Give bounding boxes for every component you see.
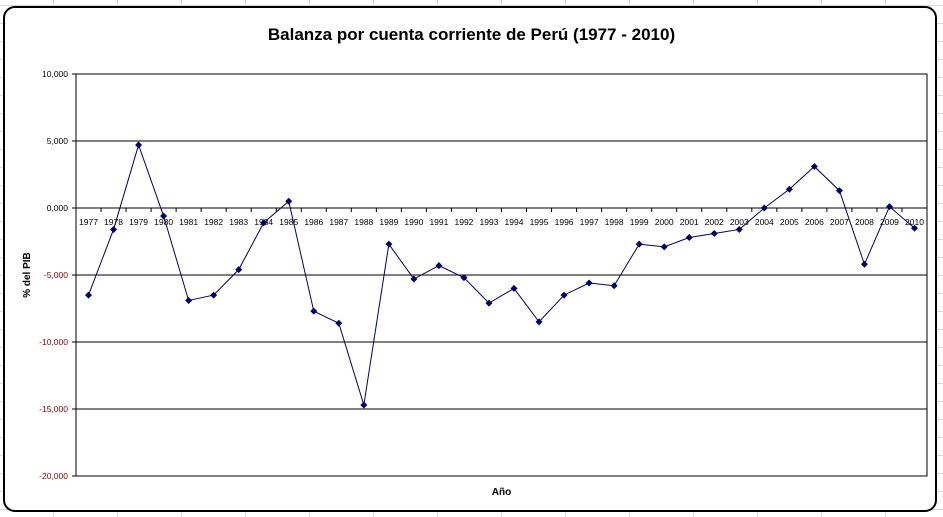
data-point xyxy=(835,187,843,195)
x-tick-label: 2008 xyxy=(855,217,874,227)
data-point xyxy=(810,162,818,170)
data-point xyxy=(435,262,443,270)
data-point xyxy=(560,291,568,299)
x-tick-label: 2007 xyxy=(830,217,849,227)
x-tick-label: 1985 xyxy=(279,217,298,227)
x-tick-label: 1997 xyxy=(580,217,599,227)
x-tick-label: 2004 xyxy=(755,217,774,227)
data-point xyxy=(185,296,193,304)
x-tick-label: 1989 xyxy=(379,217,398,227)
x-tick-label: 1999 xyxy=(630,217,649,227)
x-tick-label: 1994 xyxy=(505,217,524,227)
y-tick-label: 5,000 xyxy=(47,136,69,146)
data-point xyxy=(710,229,718,237)
series-markers xyxy=(85,141,918,409)
x-tick-label: 1995 xyxy=(530,217,549,227)
y-tick-label: -15,000 xyxy=(39,404,68,414)
chart-title: Balanza por cuenta corriente de Perú (19… xyxy=(267,25,676,44)
data-point xyxy=(510,284,518,292)
x-tick-label: 2001 xyxy=(680,217,699,227)
y-tick-label: -5,000 xyxy=(44,270,68,280)
x-tick-label: 2000 xyxy=(655,217,674,227)
data-point xyxy=(885,203,893,211)
x-tick-label: 1978 xyxy=(104,217,123,227)
x-tick-label: 1986 xyxy=(304,217,323,227)
data-point xyxy=(160,212,168,220)
x-tick-label: 2003 xyxy=(730,217,749,227)
data-point xyxy=(235,266,243,274)
x-tick-label: 1991 xyxy=(429,217,448,227)
x-tick-label: 1993 xyxy=(480,217,499,227)
y-axis-label: % del PIB xyxy=(22,252,33,298)
data-point xyxy=(335,319,343,327)
y-tick-label: 10,000 xyxy=(42,69,68,79)
y-tick-label: -10,000 xyxy=(39,337,68,347)
x-tick-label: 1987 xyxy=(329,217,348,227)
data-point xyxy=(735,225,743,233)
data-point xyxy=(460,274,468,282)
data-point xyxy=(860,260,868,268)
x-tick-label: 2009 xyxy=(880,217,899,227)
y-axis-ticks: 10,000 5,000 0,000 -5,000 -10,000 -15,000 -20,… xyxy=(39,69,76,481)
data-point xyxy=(585,279,593,287)
data-point xyxy=(310,307,318,315)
data-point xyxy=(85,291,93,299)
x-tick-label: 2002 xyxy=(705,217,724,227)
data-point xyxy=(485,299,493,307)
x-tick-label: 1992 xyxy=(454,217,473,227)
x-tick-label: 1977 xyxy=(79,217,98,227)
x-tick-label: 1990 xyxy=(404,217,423,227)
data-point xyxy=(785,185,793,193)
x-tick-label: 1981 xyxy=(179,217,198,227)
x-tick-label: 2005 xyxy=(780,217,799,227)
x-tick-label: 2010 xyxy=(905,217,924,227)
data-point xyxy=(110,225,118,233)
x-tick-label: 1982 xyxy=(204,217,223,227)
x-axis-label: Año xyxy=(492,487,511,498)
data-point xyxy=(910,224,918,232)
x-tick-label: 1979 xyxy=(129,217,148,227)
data-point xyxy=(535,318,543,326)
series-line xyxy=(88,143,915,406)
data-point xyxy=(360,401,368,409)
y-tick-label: 0,000 xyxy=(47,203,69,213)
x-tick-label: 1980 xyxy=(154,217,173,227)
x-tick-label: 1988 xyxy=(354,217,373,227)
y-tick-label: -20,000 xyxy=(39,471,68,481)
data-point xyxy=(685,233,693,241)
data-point xyxy=(385,240,393,248)
data-point xyxy=(635,240,643,248)
x-tick-label: 1996 xyxy=(555,217,574,227)
x-tick-label: 1983 xyxy=(229,217,248,227)
data-point xyxy=(260,219,268,227)
data-point xyxy=(135,141,143,149)
data-point xyxy=(210,291,218,299)
data-point xyxy=(285,197,293,205)
data-point xyxy=(610,282,618,290)
gridlines xyxy=(76,140,927,410)
data-point xyxy=(760,204,768,212)
data-point xyxy=(660,243,668,251)
x-tick-label: 1998 xyxy=(605,217,624,227)
data-point xyxy=(410,275,418,283)
x-tick-label: 2006 xyxy=(805,217,824,227)
